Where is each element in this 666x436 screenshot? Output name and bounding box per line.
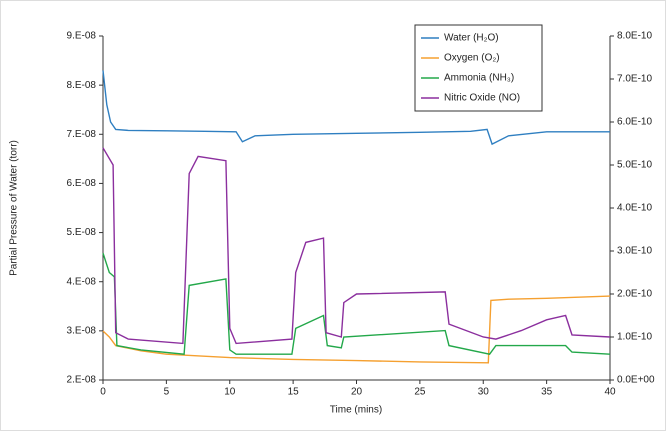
y2-tick-label: 2.0E-10 [617,289,652,300]
x-tick-label: 0 [100,387,106,398]
legend-label: Water (H₂O) [444,33,499,44]
y-tick-label: 7.E-08 [67,129,97,140]
y-tick-label: 6.E-08 [67,178,97,189]
y2-tick-label: 3.0E-10 [617,246,652,257]
y-tick-label: 5.E-08 [67,227,97,238]
series-line [102,70,610,146]
x-tick-label: 30 [478,387,490,398]
series-line [102,252,611,355]
y-tick-label: 2.E-08 [67,375,97,386]
y2-tick-label: 4.0E-10 [617,203,652,214]
x-tick-label: 40 [604,387,616,398]
y2-tick-label: 7.0E-10 [617,74,652,85]
y-tick-label: 8.E-08 [67,80,97,91]
y-tick-label: 9.E-08 [67,31,97,42]
x-tick-label: 20 [351,387,363,398]
legend-label: Ammonia (NH₃) [444,73,514,84]
legend-box [414,24,543,112]
x-axis-label: Time (mins) [330,405,382,416]
y-axis-label: Partial Pressure of Water (torr) [9,140,20,276]
y2-tick-label: 5.0E-10 [617,160,652,171]
legend-label: Nitric Oxide (NO) [444,93,520,104]
x-tick-label: 10 [224,387,236,398]
y2-tick-label: 0.0E+00 [617,375,655,386]
x-tick-label: 5 [164,387,170,398]
y2-tick-label: 1.0E-10 [617,332,652,343]
series-line [102,147,611,345]
y-tick-label: 3.E-08 [67,325,97,336]
legend-label: Oxygen (O₂) [444,53,500,64]
x-tick-label: 35 [541,387,553,398]
y-tick-label: 4.E-08 [67,276,97,287]
y2-tick-label: 8.0E-10 [617,31,652,42]
x-tick-label: 15 [288,387,300,398]
y2-tick-label: 6.0E-10 [617,117,652,128]
x-tick-label: 25 [414,387,426,398]
